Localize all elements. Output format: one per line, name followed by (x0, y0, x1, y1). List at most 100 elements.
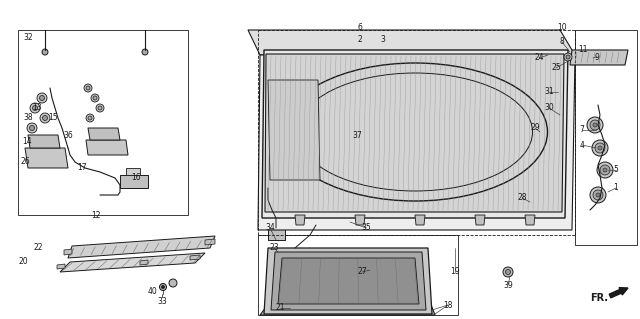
Text: 16: 16 (131, 174, 141, 182)
Text: 37: 37 (352, 130, 362, 139)
Polygon shape (248, 30, 575, 55)
Polygon shape (25, 148, 68, 168)
Text: 26: 26 (20, 158, 30, 167)
Polygon shape (60, 253, 205, 272)
Text: FR.: FR. (590, 293, 608, 303)
Circle shape (42, 49, 48, 55)
Text: 30: 30 (544, 103, 554, 113)
Polygon shape (265, 54, 564, 212)
FancyArrow shape (609, 288, 628, 298)
Circle shape (40, 113, 50, 123)
Polygon shape (140, 260, 148, 265)
Text: 14: 14 (22, 137, 32, 146)
Text: 29: 29 (530, 123, 540, 132)
Circle shape (266, 184, 270, 188)
Circle shape (587, 117, 603, 133)
Text: 10: 10 (557, 24, 567, 33)
Circle shape (27, 123, 37, 133)
Text: 34: 34 (265, 224, 275, 233)
Text: 6: 6 (358, 23, 362, 32)
Text: 33: 33 (157, 298, 167, 307)
Polygon shape (415, 215, 425, 225)
Circle shape (84, 84, 92, 92)
Polygon shape (126, 168, 140, 175)
Polygon shape (258, 55, 575, 230)
Circle shape (161, 286, 164, 288)
Circle shape (40, 95, 45, 100)
Circle shape (159, 284, 166, 291)
Text: 21: 21 (275, 303, 285, 313)
Text: 24: 24 (534, 54, 544, 63)
Text: 13: 13 (32, 103, 42, 113)
Bar (575, 30, 637, 245)
Text: 15: 15 (48, 114, 58, 122)
Circle shape (88, 116, 92, 120)
Circle shape (564, 53, 572, 61)
Circle shape (263, 181, 273, 191)
Circle shape (593, 190, 603, 200)
Text: 12: 12 (92, 211, 100, 220)
Polygon shape (64, 249, 72, 255)
Polygon shape (264, 248, 432, 314)
Circle shape (340, 215, 350, 225)
Text: 3: 3 (381, 35, 385, 44)
Bar (258, 235, 458, 315)
Text: 38: 38 (23, 114, 33, 122)
Circle shape (595, 143, 605, 153)
Circle shape (37, 93, 47, 103)
Text: 25: 25 (551, 63, 561, 72)
Polygon shape (475, 215, 485, 225)
Text: 9: 9 (595, 53, 600, 62)
Circle shape (342, 218, 348, 222)
Text: 2: 2 (358, 35, 362, 44)
Circle shape (33, 106, 38, 110)
Bar (18, 30, 188, 215)
Text: 31: 31 (544, 87, 554, 97)
Polygon shape (120, 175, 148, 188)
Text: 20: 20 (18, 257, 28, 266)
Text: 36: 36 (63, 130, 73, 139)
Polygon shape (278, 258, 419, 304)
Circle shape (503, 267, 513, 277)
Circle shape (29, 125, 35, 130)
Polygon shape (268, 80, 320, 180)
Circle shape (96, 104, 104, 112)
Circle shape (42, 115, 47, 121)
Polygon shape (190, 255, 200, 260)
Text: 11: 11 (579, 46, 588, 55)
Text: 35: 35 (361, 224, 371, 233)
Circle shape (590, 187, 606, 203)
Polygon shape (271, 252, 426, 310)
Circle shape (142, 49, 148, 55)
Text: 27: 27 (357, 268, 367, 277)
Text: 40: 40 (147, 287, 157, 296)
Circle shape (597, 162, 613, 178)
Polygon shape (57, 264, 65, 269)
Text: 22: 22 (33, 243, 43, 253)
Text: 1: 1 (614, 183, 618, 192)
Text: 23: 23 (269, 243, 279, 253)
Text: 8: 8 (559, 38, 564, 47)
Polygon shape (86, 140, 128, 155)
Circle shape (30, 103, 40, 113)
Polygon shape (262, 50, 568, 218)
Text: 28: 28 (517, 194, 527, 203)
Text: 19: 19 (450, 268, 460, 277)
Polygon shape (570, 50, 628, 65)
Polygon shape (28, 135, 60, 148)
Text: 39: 39 (503, 280, 513, 290)
Polygon shape (295, 215, 305, 225)
Text: 5: 5 (614, 166, 618, 174)
Circle shape (596, 193, 600, 197)
Polygon shape (205, 239, 215, 245)
Circle shape (98, 106, 102, 110)
Circle shape (93, 96, 97, 100)
Polygon shape (68, 236, 215, 258)
Text: 17: 17 (77, 164, 87, 173)
Circle shape (590, 120, 600, 130)
Circle shape (506, 270, 511, 275)
Polygon shape (260, 302, 435, 315)
Circle shape (592, 140, 608, 156)
Circle shape (86, 114, 94, 122)
Polygon shape (268, 228, 285, 240)
